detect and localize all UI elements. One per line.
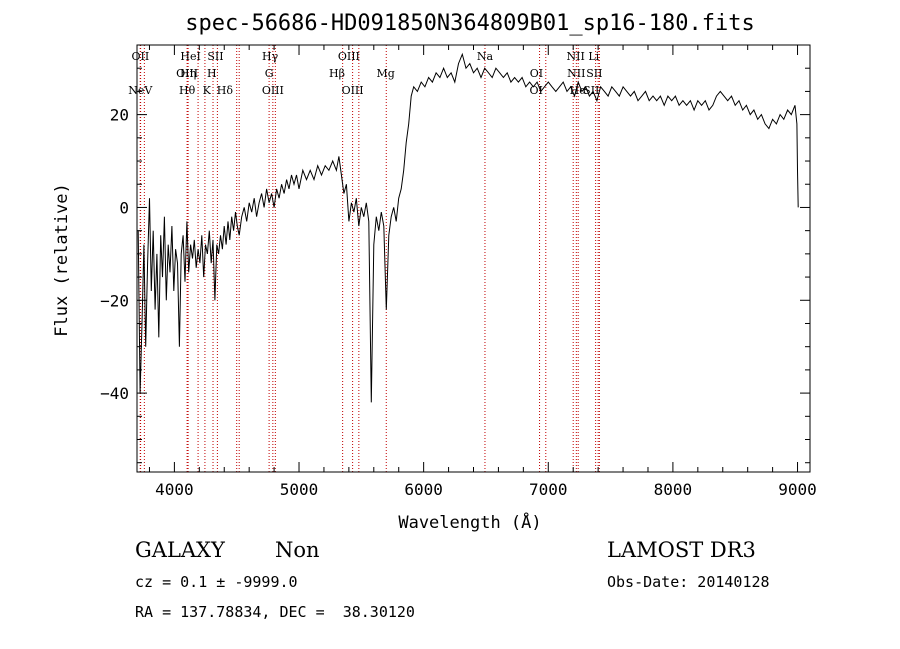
spectral-line-label: HeI <box>180 50 200 63</box>
spectral-line-label: Hη <box>180 67 196 80</box>
redshift-line: cz = 0.1 ± -9999.0 <box>135 573 298 591</box>
spectral-line-label: SII <box>207 50 223 63</box>
object-subclass: Non <box>275 538 320 562</box>
coordinates-line: RA = 137.78834, DEC = 38.30120 <box>135 603 415 621</box>
x-tick-label: 6000 <box>404 480 443 499</box>
spectral-line-label: H <box>207 67 217 80</box>
spectral-line-label: Hβ <box>329 67 345 80</box>
spectral-line-label: SII <box>586 67 602 80</box>
x-tick-label: 7000 <box>529 480 568 499</box>
spectral-line-label: Mg <box>376 67 394 80</box>
x-axis-label: Wavelength (Å) <box>398 511 541 533</box>
y-tick-label: −20 <box>100 291 129 310</box>
object-class: GALAXY <box>135 538 225 562</box>
y-tick-label: 20 <box>110 106 129 125</box>
survey-name: LAMOST DR3 <box>607 538 756 562</box>
spectral-line-label: Hδ <box>217 84 234 97</box>
spectral-line-label: OI <box>530 67 543 80</box>
spectral-line-label: Hγ <box>262 50 279 63</box>
spectral-line-label: K <box>203 84 212 97</box>
spectral-line-label: OIII <box>342 84 364 97</box>
spectral-line-label: Na <box>477 50 494 63</box>
x-axis-ticks: 4000 5000 6000 7000 8000 9000 <box>148 45 817 499</box>
y-tick-label: 0 <box>119 198 129 217</box>
spectrum-line <box>137 52 799 403</box>
spectral-line-label: OII <box>132 50 150 63</box>
spectral-line-label: NeV <box>128 84 153 97</box>
spectral-line-label: SII <box>583 84 599 97</box>
x-tick-label: 9000 <box>778 480 817 499</box>
x-tick-label: 4000 <box>155 480 194 499</box>
spectral-line-labels: NeV OII OIII Hθ Hη HeI KH SII Hδ Hγ G OIII OIII Hβ OII… <box>128 50 602 97</box>
spectrum-chart: spec-56686-HD091850N364809B01_sp16-180.f… <box>52 11 817 533</box>
chart-title: spec-56686-HD091850N364809B01_sp16-180.f… <box>185 11 755 36</box>
y-axis-ticks: −40 −20 0 20 <box>100 44 810 464</box>
spectral-line-label: Hθ <box>179 84 196 97</box>
spectral-line-label: OIII <box>338 50 360 63</box>
y-axis-label: Flux (relative) <box>52 183 72 337</box>
spectral-line-label: NII <box>567 50 585 63</box>
observation-date: Obs-Date: 20140128 <box>607 573 770 591</box>
x-tick-label: 8000 <box>654 480 693 499</box>
spectral-line-label: OIII <box>176 67 198 80</box>
spectral-line-label: G <box>265 67 274 80</box>
spectral-line-label: Li <box>588 50 599 63</box>
spectral-line-label: NII <box>567 67 585 80</box>
y-tick-label: −40 <box>100 384 129 403</box>
spectral-line-label: OIII <box>262 84 284 97</box>
x-tick-label: 5000 <box>280 480 319 499</box>
